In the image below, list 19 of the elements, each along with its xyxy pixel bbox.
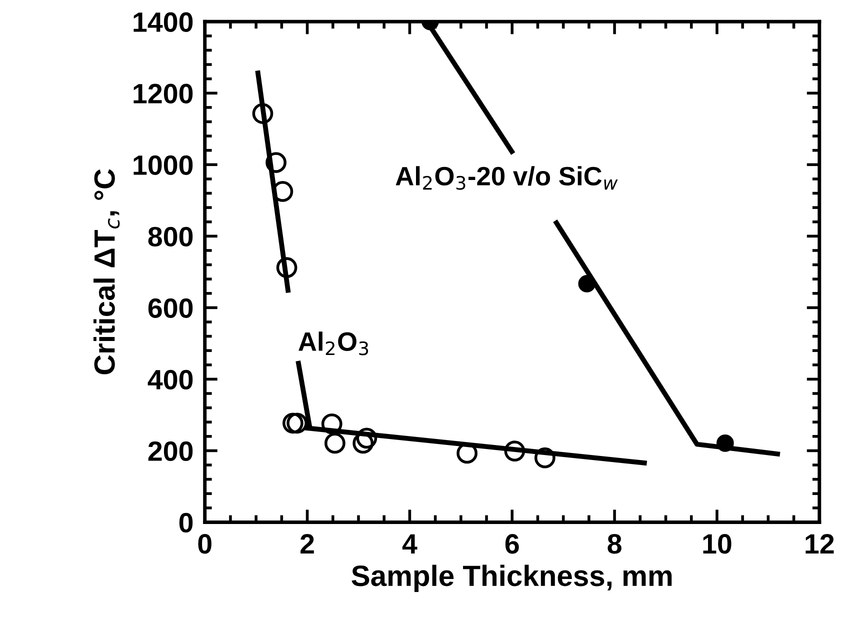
x-tick-label: 8	[608, 534, 622, 554]
x-tick-label: 6	[505, 534, 519, 554]
x-tick-label: 2	[300, 534, 314, 554]
x-tick-label: 4	[402, 534, 418, 554]
y-axis-title: Critical ΔT$_{c}$, °C	[93, 169, 120, 374]
x-axis-title: Sample Thickness, mm	[352, 564, 672, 592]
y-tick-label: 1000	[134, 155, 193, 175]
x-tick-label: 10	[703, 534, 732, 554]
y-tick-label: 1400	[134, 12, 193, 32]
x-tick-label: 0	[198, 534, 212, 554]
y-tick-label: 1200	[134, 84, 193, 104]
y-tick-label: 200	[148, 441, 193, 462]
y-tick-label: 400	[148, 370, 193, 390]
x-tick-label: 12	[806, 534, 834, 554]
y-tick-label: 600	[148, 298, 193, 318]
y-tick-label: 0	[179, 512, 193, 533]
series-label: Al$_{2}$O$_{3}$-20 v/o SiC$_{w}$	[396, 166, 618, 190]
text: Al$_{2}$O$_{3}$	[298, 332, 368, 356]
y-tick-label: 800	[148, 226, 193, 247]
